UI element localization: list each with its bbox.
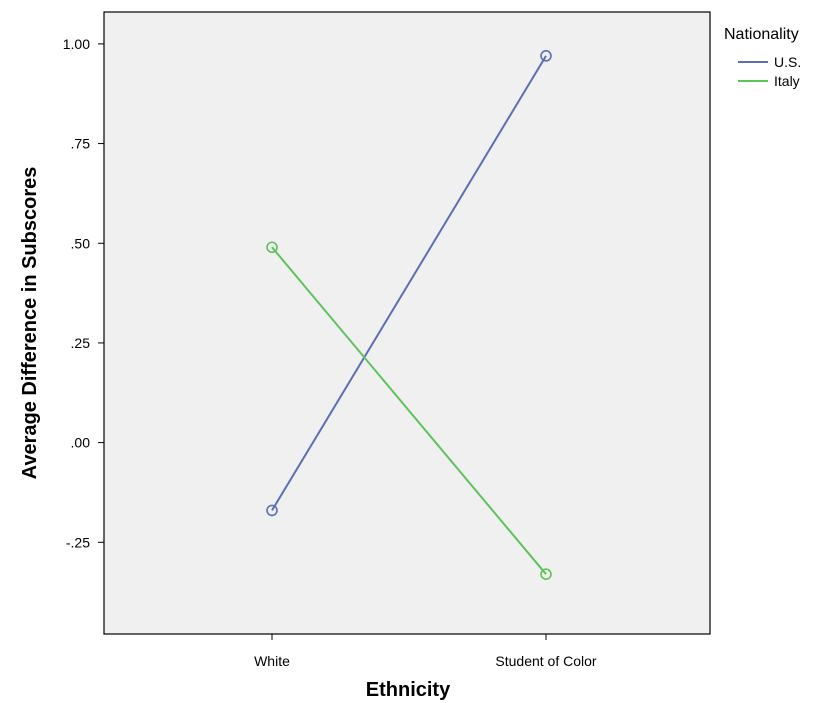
y-tick-label: .75 <box>71 136 91 152</box>
legend: Nationality U.S. Italy <box>724 26 801 89</box>
legend-title: Nationality <box>724 26 799 43</box>
legend-label: U.S. <box>774 54 801 70</box>
y-axis-title: Average Difference in Subscores <box>19 167 41 480</box>
plot-area <box>104 12 710 634</box>
y-tick-label: -.25 <box>66 534 90 550</box>
y-tick-label: .00 <box>71 435 91 451</box>
y-tick-label: .50 <box>71 235 91 251</box>
x-axis: White Student of Color <box>254 634 597 669</box>
y-tick-label: .25 <box>71 335 91 351</box>
y-tick-label: 1.00 <box>63 36 90 52</box>
x-tick-label: White <box>254 653 290 669</box>
x-tick-label: Student of Color <box>495 653 597 669</box>
x-axis-title: Ethnicity <box>366 679 451 701</box>
legend-label: Italy <box>774 73 800 89</box>
y-axis: 1.00 .75 .50 .25 .00 -.25 <box>63 36 104 550</box>
